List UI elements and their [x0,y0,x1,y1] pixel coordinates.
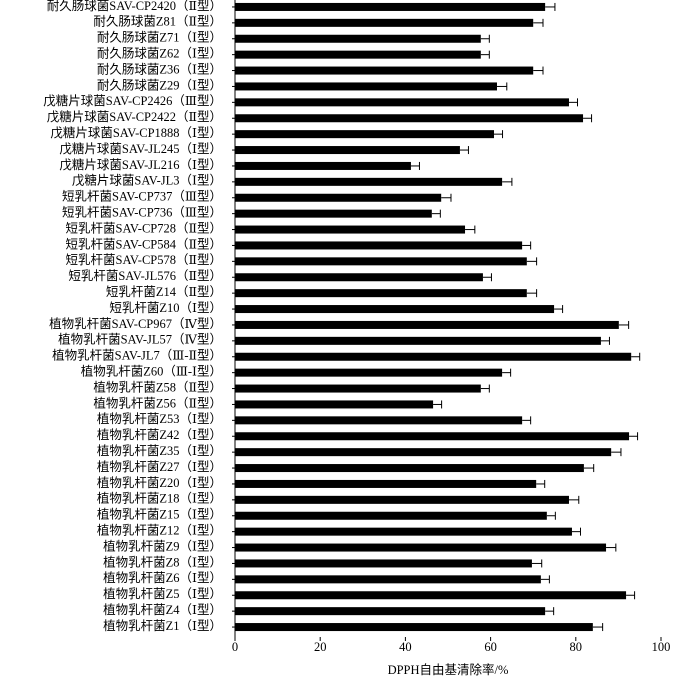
y-tick-label: 植物乳杆菌Z6（Ⅰ型） [103,570,222,585]
bar [235,495,569,504]
bar [235,607,546,616]
y-tick-label: 戊糖片球菌SAV-JL245（Ⅰ型） [59,141,222,156]
y-tick-label: 植物乳杆菌Z56（Ⅱ型） [93,395,222,410]
x-tick-label: 80 [570,640,583,654]
bar [235,432,630,441]
y-tick-label: 短乳杆菌Z10（Ⅰ型） [109,301,222,315]
bar [235,82,497,91]
y-tick-label: 植物乳杆菌SAV-CP967（Ⅳ型） [49,316,222,331]
x-tick-label: 100 [652,640,671,654]
y-tick-label: 戊糖片球菌SAV-CP2422（Ⅱ型） [47,109,222,124]
y-tick-label: 短乳杆菌Z14（Ⅱ型） [106,285,222,299]
bar [235,34,481,43]
x-tick-label: 20 [314,640,327,654]
bar [235,559,532,568]
bar [235,50,481,59]
bar [235,464,584,473]
y-tick-label: 植物乳杆菌SAV-JL57（Ⅳ型） [58,332,222,347]
x-tick-label: 0 [232,640,238,654]
y-tick-label: 植物乳杆菌Z5（Ⅰ型） [103,586,222,601]
bar [235,130,495,139]
bar [235,18,534,27]
bar [235,448,612,457]
y-tick-label: 植物乳杆菌SAV-JL7（Ⅲ-Ⅱ型） [52,348,222,363]
y-tick-label: 耐久肠球菌Z29（Ⅰ型） [97,78,222,92]
bar [235,384,481,393]
bar [235,177,503,186]
bar [235,479,537,488]
y-tick-label: 植物乳杆菌Z27（Ⅰ型） [97,459,222,474]
bar [235,368,503,377]
x-axis-label: DPPH自由基清除率/% [388,662,509,677]
y-tick-label: 短乳杆菌SAV-CP736（Ⅲ型） [62,206,222,220]
bar [235,193,442,202]
bar [235,273,483,282]
bar [235,161,411,170]
bar [235,241,523,250]
y-tick-label: 戊糖片球菌SAV-CP2426（Ⅲ型） [43,93,222,108]
y-tick-label: 短乳杆菌SAV-CP737（Ⅲ型） [62,190,222,204]
bar [235,623,593,632]
y-tick-label: 耐久肠球菌Z62（Ⅰ型） [97,47,222,61]
y-tick-label: 植物乳杆菌Z18（Ⅰ型） [97,491,222,506]
bar [235,146,460,155]
bar [235,225,466,234]
y-tick-label: 植物乳杆菌Z1（Ⅰ型） [103,618,222,633]
bar [235,66,534,75]
bar [235,543,607,552]
bar [235,209,432,218]
bar [235,400,434,409]
y-tick-label: 植物乳杆菌Z58（Ⅱ型） [93,379,222,394]
bar [235,98,569,107]
y-tick-label: 植物乳杆菌Z12（Ⅰ型） [97,523,222,538]
bar [235,527,572,536]
y-tick-label: 戊糖片球菌SAV-CP1888（Ⅰ型） [50,125,222,140]
y-tick-label: 植物乳杆菌Z8（Ⅰ型） [103,554,222,569]
bar [235,575,541,584]
y-tick-label: 植物乳杆菌Z53（Ⅰ型） [97,411,222,426]
y-tick-label: 短乳杆菌SAV-CP728（Ⅱ型） [66,221,222,235]
y-tick-label: 耐久肠球菌Z36（Ⅰ型） [97,62,222,76]
y-tick-label: 植物乳杆菌Z15（Ⅰ型） [97,507,222,522]
bar [235,305,555,314]
bar [235,352,632,361]
y-tick-label: 耐久肠球菌Z71（Ⅰ型） [97,31,222,45]
y-tick-label: 植物乳杆菌Z20（Ⅰ型） [97,475,222,490]
y-tick-label: 植物乳杆菌Z35（Ⅰ型） [97,443,222,458]
y-tick-label: 短乳杆菌SAV-CP584（Ⅱ型） [66,237,222,251]
bar [235,320,619,329]
y-tick-label: 戊糖片球菌SAV-JL216（Ⅰ型） [59,157,222,172]
x-tick-label: 40 [399,640,412,654]
y-tick-label: 短乳杆菌SAV-JL576（Ⅱ型） [68,269,222,283]
y-tick-label: 植物乳杆菌Z42（Ⅰ型） [97,427,222,442]
y-tick-label: 植物乳杆菌Z60（Ⅲ-Ⅰ型） [81,364,222,379]
y-tick-label: 戊糖片球菌SAV-JL3（Ⅰ型） [72,173,222,188]
y-tick-label: 耐久肠球菌SAV-CP2420（Ⅱ型） [47,0,222,13]
bar [235,114,584,123]
bar [235,289,527,298]
bar [235,591,627,600]
y-tick-label: 植物乳杆菌Z4（Ⅰ型） [103,602,222,617]
y-tick-label: 耐久肠球菌Z81（Ⅱ型） [93,15,222,29]
y-tick-label: 植物乳杆菌Z9（Ⅰ型） [103,538,222,553]
x-tick-label: 60 [484,640,497,654]
bar [235,2,546,11]
bar [235,511,547,520]
bar [235,416,523,425]
y-tick-label: 短乳杆菌SAV-CP578（Ⅱ型） [66,253,222,267]
bar [235,336,601,345]
bar [235,257,527,266]
